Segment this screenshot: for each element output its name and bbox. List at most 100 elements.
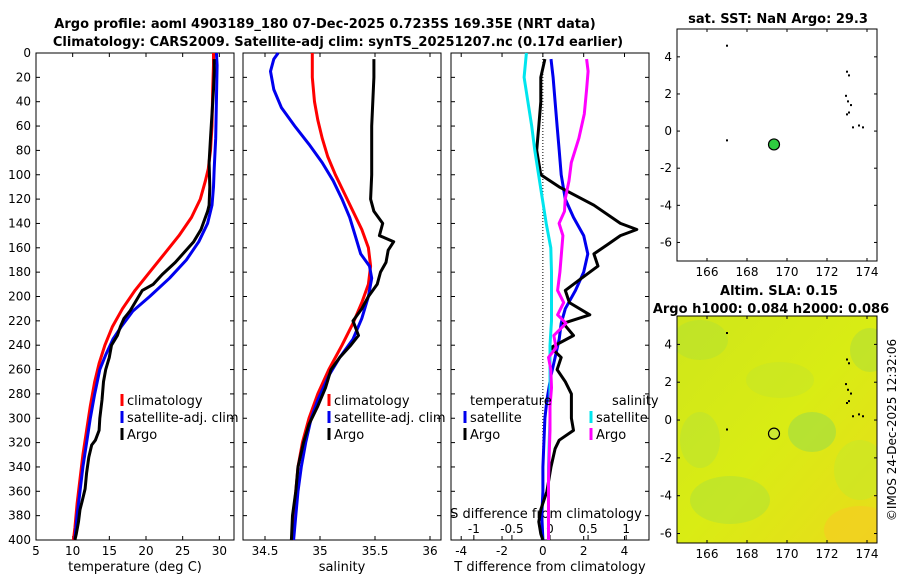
legend-label: Argo — [127, 428, 157, 443]
depth-tick-label: 60 — [16, 119, 31, 133]
temperature-xtick-label: 5 — [32, 544, 40, 558]
series-line-t-argo — [535, 58, 639, 541]
map-island — [858, 413, 860, 416]
map-island — [847, 388, 849, 391]
map-island — [858, 124, 860, 127]
depth-tick-label: 80 — [16, 143, 31, 157]
map-xtick-label: 166 — [696, 547, 719, 561]
map-xtick-label: 168 — [736, 265, 759, 279]
map-xtick-label: 166 — [696, 265, 719, 279]
temperature-xlabel: temperature (deg C) — [68, 560, 202, 575]
legend-label: Argo — [334, 428, 364, 443]
depth-tick-label: 180 — [8, 265, 31, 279]
legend-heading-salinity: salinity — [612, 394, 659, 409]
map-ytick-label: -2 — [660, 451, 672, 465]
map-island — [845, 383, 847, 386]
depth-tick-label: 40 — [16, 95, 31, 109]
map-island — [848, 362, 850, 365]
map-ytick-label: 2 — [664, 375, 672, 389]
depth-tick-label: 300 — [8, 411, 31, 425]
difference-xtick-label: 2 — [580, 544, 588, 558]
s-diff-tick-label: -0.5 — [500, 522, 523, 536]
map-island — [845, 94, 847, 97]
s-diff-tick-label: -1 — [468, 522, 480, 536]
depth-tick-label: 340 — [8, 460, 31, 474]
map-island — [850, 392, 852, 395]
legend-label: satellite-adj. clim — [127, 411, 239, 426]
temperature-xtick-label: 15 — [102, 544, 117, 558]
temperature-profile-panel: 5 10 15 20 25 3002040608010012014016018020022… — [8, 46, 239, 575]
difference-xtick-label: -4 — [455, 544, 467, 558]
depth-tick-label: 380 — [8, 509, 31, 523]
temperature-xtick-label: 20 — [138, 544, 153, 558]
map-island — [848, 74, 850, 77]
map-ytick-label: -6 — [660, 527, 672, 541]
depth-tick-label: 240 — [8, 338, 31, 352]
map-ytick-label: -4 — [660, 489, 672, 503]
legend-label: satellite — [470, 411, 522, 426]
depth-tick-label: 100 — [8, 168, 31, 182]
map-ytick-label: -6 — [660, 235, 672, 249]
depth-tick-label: 280 — [8, 387, 31, 401]
sla-map-title-line2: Argo h1000: 0.084 h2000: 0.086 — [653, 302, 889, 317]
depth-tick-label: 120 — [8, 192, 31, 206]
salinity-xtick-label: 35.5 — [362, 544, 389, 558]
sla-map-patches — [677, 320, 877, 543]
map-island — [726, 332, 728, 335]
map-xtick-label: 170 — [776, 265, 799, 279]
legend-label: Argo — [470, 428, 500, 443]
map-ytick-label: 4 — [664, 50, 672, 64]
difference-xtick-label: 0 — [539, 544, 547, 558]
map-island — [852, 126, 854, 129]
series-line-salinity-argo — [289, 59, 396, 541]
depth-tick-label: 220 — [8, 314, 31, 328]
figure-title-line1: Argo profile: aoml 4903189_180 07-Dec-20… — [54, 17, 595, 32]
map-xtick-label: 172 — [816, 547, 839, 561]
series-line-temperature-satellite-adj-clim — [73, 52, 219, 541]
map-ytick-label: 0 — [664, 124, 672, 138]
map-xtick-label: 174 — [856, 265, 879, 279]
series-line-s-argo — [547, 58, 590, 540]
salinity-xtick-label: 35 — [312, 544, 327, 558]
map-island — [847, 100, 849, 103]
map-island — [846, 113, 848, 116]
sla-map-title-line1: Altim. SLA: 0.15 — [720, 284, 838, 299]
map-island — [726, 44, 728, 47]
depth-tick-label: 20 — [16, 70, 31, 84]
imos-credit: ©IMOS 24-Dec-2025 12:32:06 — [885, 339, 899, 521]
difference-xlabel: T difference from climatology — [453, 560, 646, 575]
series-line-temperature-argo — [73, 59, 216, 541]
difference-xtick-label: 4 — [621, 544, 629, 558]
depth-tick-label: 200 — [8, 290, 31, 304]
difference-xtick-label: -2 — [496, 544, 508, 558]
map-island — [848, 111, 850, 114]
map-island — [726, 428, 728, 431]
legend-label: satellite — [596, 411, 648, 426]
difference-profile-panel: -4 -2 0 2 4 T difference from climatology -1 -0… — [450, 52, 659, 575]
series-line-salinity-satellite-adj-clim — [269, 52, 374, 541]
map-island — [846, 402, 848, 405]
s-diff-tick-label: 1 — [622, 522, 630, 536]
map-ytick-label: -4 — [660, 198, 672, 212]
salinity-profile-panel: 34.5 35 35.5 36 salinity climatology satellite… — [242, 52, 446, 575]
depth-tick-label: 0 — [23, 46, 31, 60]
map-island — [862, 415, 864, 418]
argo-float-marker — [767, 427, 781, 440]
map-island — [852, 415, 854, 418]
temperature-xtick-label: 25 — [175, 544, 190, 558]
map-ytick-label: -2 — [660, 161, 672, 175]
map-xtick-label: 168 — [736, 547, 759, 561]
salinity-xtick-label: 34.5 — [252, 544, 279, 558]
map-island — [862, 126, 864, 129]
map-island — [726, 139, 728, 142]
depth-tick-label: 360 — [8, 484, 31, 498]
map-island — [848, 400, 850, 403]
temperature-axes-frame — [35, 52, 235, 541]
depth-tick-label: 260 — [8, 363, 31, 377]
salinity-xlabel: salinity — [319, 560, 366, 575]
legend-heading-temperature: temperature — [470, 394, 552, 409]
depth-tick-label: 160 — [8, 241, 31, 255]
map-xtick-label: 170 — [776, 547, 799, 561]
sst-map-panel: sat. SST: NaN Argo: 29.3 166 168 170 172 174… — [660, 12, 878, 279]
